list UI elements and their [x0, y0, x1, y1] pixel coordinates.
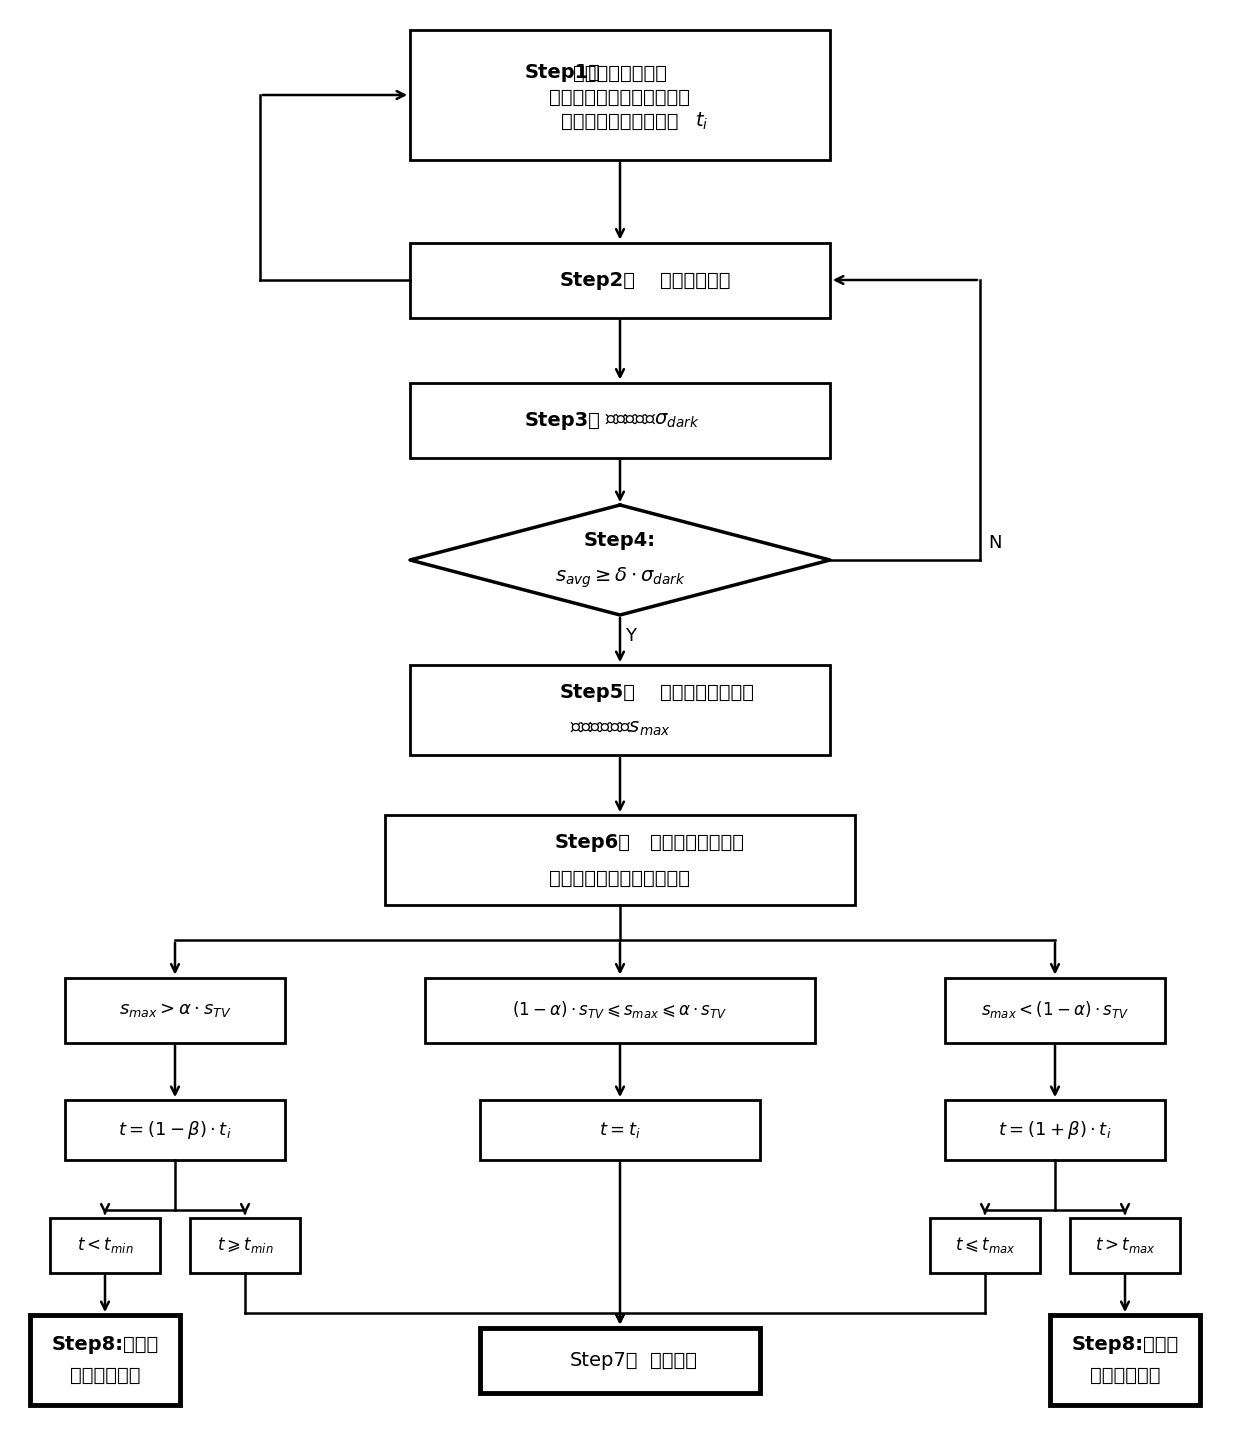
Text: 采集暗噪声$\sigma_{dark}$: 采集暗噪声$\sigma_{dark}$	[605, 410, 699, 430]
Text: $t_i$: $t_i$	[694, 110, 708, 131]
Bar	[410, 665, 830, 755]
Text: 去除暗噪声，搜索: 去除暗噪声，搜索	[660, 683, 754, 701]
Text: Step1：: Step1：	[525, 63, 601, 82]
Bar	[425, 977, 815, 1042]
Bar	[410, 382, 830, 457]
Text: $s_{max}>\alpha\cdot s_{TV}$: $s_{max}>\alpha\cdot s_{TV}$	[119, 1001, 231, 1019]
Text: 示，退出设置: 示，退出设置	[1090, 1365, 1161, 1384]
Text: $t\leqslant t_{max}$: $t\leqslant t_{max}$	[955, 1235, 1016, 1255]
Bar	[930, 1218, 1040, 1273]
Bar	[945, 1100, 1166, 1160]
Bar	[30, 1315, 180, 1405]
Text: Step7：: Step7：	[570, 1351, 639, 1369]
Text: Step4:: Step4:	[584, 531, 656, 550]
Text: $t<t_{min}$: $t<t_{min}$	[77, 1235, 133, 1255]
Text: 采集光谱信号: 采集光谱信号	[660, 270, 730, 290]
Text: $t=t_i$: $t=t_i$	[599, 1120, 641, 1140]
Text: Step6：: Step6：	[556, 833, 631, 851]
Text: 示，退出设置: 示，退出设置	[69, 1365, 140, 1384]
Text: 设置完成: 设置完成	[650, 1351, 697, 1369]
Polygon shape	[410, 505, 830, 615]
Text: $t>t_{max}$: $t>t_{max}$	[1095, 1235, 1156, 1255]
Text: $t=(1+\beta)\cdot t_i$: $t=(1+\beta)\cdot t_i$	[998, 1118, 1112, 1141]
Text: 间，设置初始积分时间: 间，设置初始积分时间	[562, 111, 678, 130]
Bar	[64, 977, 285, 1042]
Text: Step3：: Step3：	[525, 410, 601, 430]
Bar	[1050, 1315, 1200, 1405]
Text: N: N	[988, 534, 1002, 553]
Text: 和光谱阈值信号的大小关系: 和光谱阈值信号的大小关系	[549, 869, 691, 887]
Bar	[410, 242, 830, 317]
Text: Step8:错误提: Step8:错误提	[51, 1336, 159, 1355]
Text: $t\geqslant t_{min}$: $t\geqslant t_{min}$	[217, 1235, 273, 1255]
Bar	[410, 30, 830, 160]
Text: Step5：: Step5：	[560, 683, 636, 701]
Text: 参数初始化。根据: 参数初始化。根据	[573, 63, 667, 82]
Text: $s_{avg}\geq\delta\cdot\sigma_{dark}$: $s_{avg}\geq\delta\cdot\sigma_{dark}$	[554, 566, 686, 590]
Bar	[190, 1218, 300, 1273]
Text: 最大积分时间、最小积分时: 最大积分时间、最小积分时	[549, 88, 691, 107]
Text: $t=(1-\beta)\cdot t_i$: $t=(1-\beta)\cdot t_i$	[118, 1118, 232, 1141]
Text: 判断光谱峰值信号: 判断光谱峰值信号	[650, 833, 744, 851]
Text: Step2：: Step2：	[560, 270, 636, 290]
Bar	[480, 1328, 760, 1392]
Text: $s_{max}<(1-\alpha)\cdot s_{TV}$: $s_{max}<(1-\alpha)\cdot s_{TV}$	[981, 1000, 1128, 1020]
Text: Step8:错误提: Step8:错误提	[1071, 1336, 1179, 1355]
Bar	[64, 1100, 285, 1160]
Bar	[384, 815, 856, 905]
Bar	[1070, 1218, 1180, 1273]
Bar	[480, 1100, 760, 1160]
Bar	[945, 977, 1166, 1042]
Bar	[50, 1218, 160, 1273]
Text: $(1-\alpha)\cdot s_{TV}\leqslant s_{max}\leqslant \alpha\cdot s_{TV}$: $(1-\alpha)\cdot s_{TV}\leqslant s_{max}…	[512, 1000, 728, 1020]
Text: Y: Y	[625, 628, 636, 645]
Text: 光谱峰值信号$s_{max}$: 光谱峰值信号$s_{max}$	[569, 719, 671, 737]
